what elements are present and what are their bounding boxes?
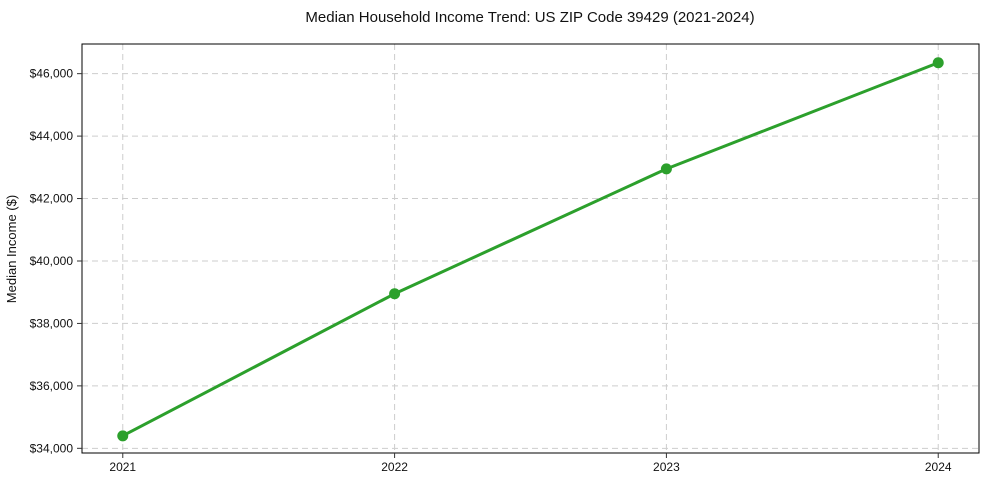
plot-border	[81, 43, 980, 454]
y-tick-label: $40,000	[30, 254, 74, 268]
data-point-2022	[389, 288, 401, 300]
income-trend-line	[121, 61, 940, 438]
data-point-2021	[117, 430, 129, 442]
x-tick-label: 2024	[925, 460, 952, 474]
axis-ticks	[77, 73, 939, 458]
y-tick-label: $36,000	[30, 379, 74, 393]
x-tick-label: 2022	[381, 460, 408, 474]
x-tick-label: 2023	[653, 460, 680, 474]
chart-title: Median Household Income Trend: US ZIP Co…	[305, 9, 754, 26]
y-axis-label: Median Income ($)	[4, 195, 19, 303]
y-tick-label: $34,000	[30, 441, 74, 455]
x-tick-label: 2021	[109, 460, 136, 474]
y-tick-label: $44,000	[30, 129, 74, 143]
line-series	[121, 61, 940, 438]
x-tick-labels: 2021 2022 2023 2024	[109, 460, 951, 474]
y-tick-label: $38,000	[30, 316, 74, 330]
data-points	[117, 57, 944, 442]
y-tick-label: $46,000	[30, 67, 74, 81]
data-point-2023	[660, 163, 672, 175]
y-tick-labels: $34,000 $36,000 $38,000 $40,000 $42,000 $44,0…	[30, 67, 74, 456]
data-point-2024	[932, 57, 944, 69]
gridlines	[82, 44, 979, 453]
y-tick-label: $42,000	[30, 192, 74, 206]
